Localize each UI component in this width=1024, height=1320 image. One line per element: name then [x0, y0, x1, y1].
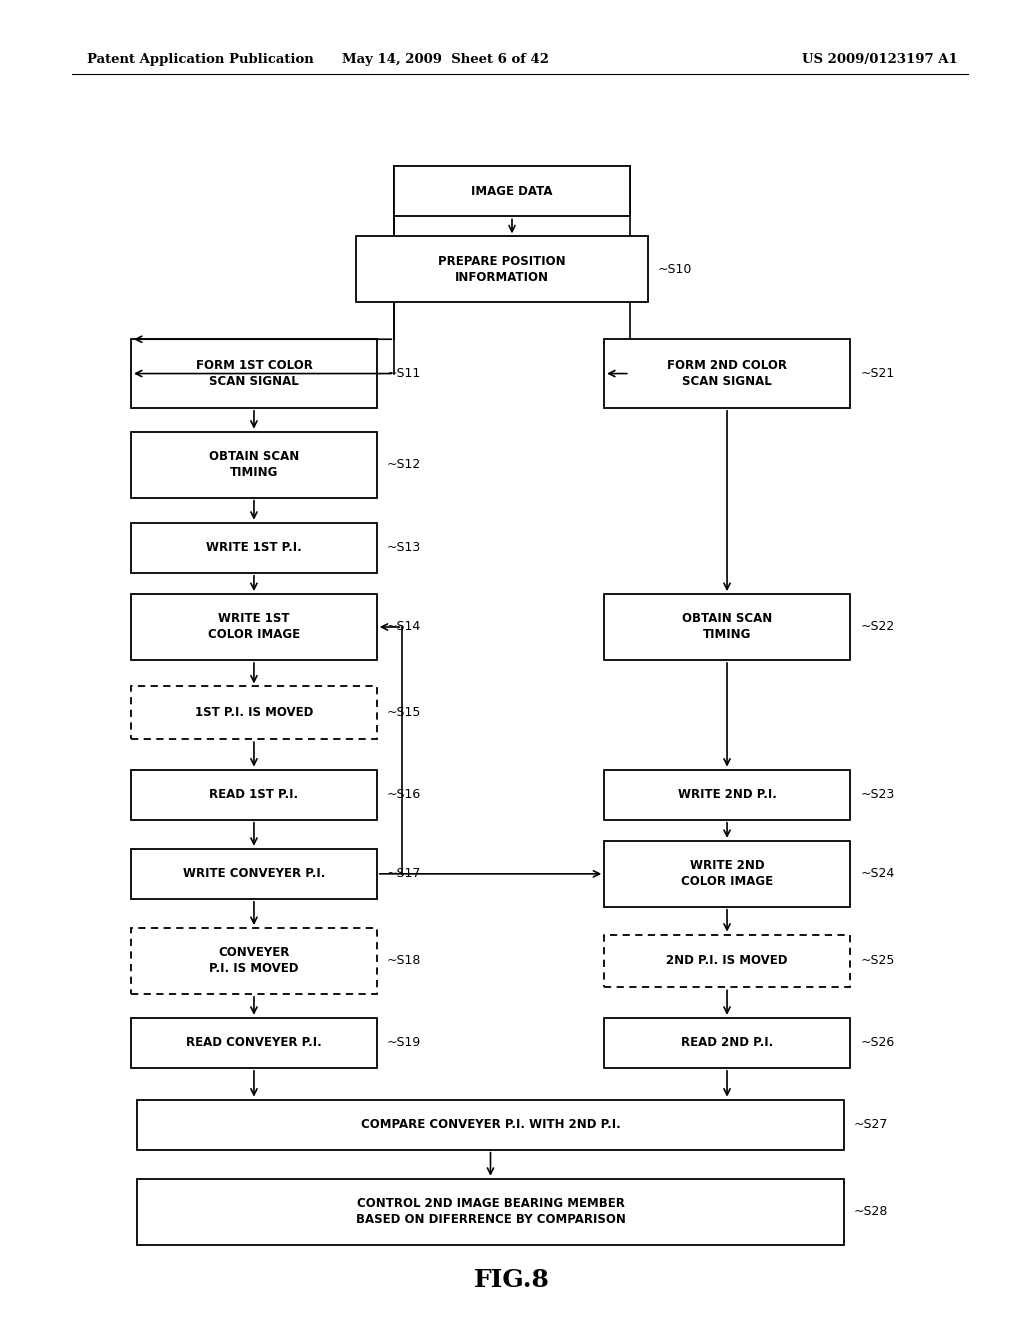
Text: ~S17: ~S17 — [387, 867, 422, 880]
Text: CONVEYER
P.I. IS MOVED: CONVEYER P.I. IS MOVED — [209, 946, 299, 975]
Text: OBTAIN SCAN
TIMING: OBTAIN SCAN TIMING — [209, 450, 299, 479]
Text: ~S10: ~S10 — [657, 263, 692, 276]
Bar — [604, 935, 850, 987]
Text: IMAGE DATA: IMAGE DATA — [471, 185, 553, 198]
Bar — [604, 594, 850, 660]
Text: PREPARE POSITION
INFORMATION: PREPARE POSITION INFORMATION — [438, 255, 565, 284]
Bar — [131, 928, 377, 994]
Text: May 14, 2009  Sheet 6 of 42: May 14, 2009 Sheet 6 of 42 — [342, 53, 549, 66]
Bar — [604, 1018, 850, 1068]
Text: COMPARE CONVEYER P.I. WITH 2ND P.I.: COMPARE CONVEYER P.I. WITH 2ND P.I. — [360, 1118, 621, 1131]
Text: ~S14: ~S14 — [387, 620, 421, 634]
Text: ~S13: ~S13 — [387, 541, 421, 554]
Bar — [131, 594, 377, 660]
Text: READ CONVEYER P.I.: READ CONVEYER P.I. — [186, 1036, 322, 1049]
Bar — [131, 1018, 377, 1068]
Text: ~S19: ~S19 — [387, 1036, 421, 1049]
Bar — [394, 166, 630, 216]
Text: FORM 2ND COLOR
SCAN SIGNAL: FORM 2ND COLOR SCAN SIGNAL — [667, 359, 787, 388]
Text: ~S26: ~S26 — [860, 1036, 894, 1049]
Text: CONTROL 2ND IMAGE BEARING MEMBER
BASED ON DIFERRENCE BY COMPARISON: CONTROL 2ND IMAGE BEARING MEMBER BASED O… — [355, 1197, 626, 1226]
Text: ~S15: ~S15 — [387, 706, 422, 719]
Bar — [604, 770, 850, 820]
Text: FIG.8: FIG.8 — [474, 1269, 550, 1292]
Text: US 2009/0123197 A1: US 2009/0123197 A1 — [802, 53, 957, 66]
Text: ~S28: ~S28 — [854, 1205, 889, 1218]
Bar — [131, 432, 377, 498]
Text: ~S23: ~S23 — [860, 788, 894, 801]
Text: 2ND P.I. IS MOVED: 2ND P.I. IS MOVED — [667, 954, 787, 968]
Text: WRITE 1ST
COLOR IMAGE: WRITE 1ST COLOR IMAGE — [208, 612, 300, 642]
Text: WRITE 1ST P.I.: WRITE 1ST P.I. — [206, 541, 302, 554]
Text: 1ST P.I. IS MOVED: 1ST P.I. IS MOVED — [195, 706, 313, 719]
Text: ~S21: ~S21 — [860, 367, 894, 380]
Bar — [131, 770, 377, 820]
Text: WRITE 2ND
COLOR IMAGE: WRITE 2ND COLOR IMAGE — [681, 859, 773, 888]
Bar — [604, 339, 850, 408]
Text: ~S25: ~S25 — [860, 954, 895, 968]
Text: ~S24: ~S24 — [860, 867, 894, 880]
Text: ~S22: ~S22 — [860, 620, 894, 634]
Text: WRITE 2ND P.I.: WRITE 2ND P.I. — [678, 788, 776, 801]
Bar — [604, 841, 850, 907]
Bar — [131, 686, 377, 739]
Text: ~S16: ~S16 — [387, 788, 421, 801]
Bar — [137, 1100, 844, 1150]
Text: READ 1ST P.I.: READ 1ST P.I. — [209, 788, 299, 801]
Bar — [137, 1179, 844, 1245]
Bar — [131, 523, 377, 573]
Text: WRITE CONVEYER P.I.: WRITE CONVEYER P.I. — [182, 867, 326, 880]
Text: FORM 1ST COLOR
SCAN SIGNAL: FORM 1ST COLOR SCAN SIGNAL — [196, 359, 312, 388]
Bar — [131, 339, 377, 408]
Text: Patent Application Publication: Patent Application Publication — [87, 53, 313, 66]
Text: READ 2ND P.I.: READ 2ND P.I. — [681, 1036, 773, 1049]
Text: ~S11: ~S11 — [387, 367, 421, 380]
Text: ~S12: ~S12 — [387, 458, 421, 471]
Bar — [356, 236, 648, 302]
Text: ~S18: ~S18 — [387, 954, 422, 968]
Text: OBTAIN SCAN
TIMING: OBTAIN SCAN TIMING — [682, 612, 772, 642]
Bar — [131, 849, 377, 899]
Text: ~S27: ~S27 — [854, 1118, 889, 1131]
